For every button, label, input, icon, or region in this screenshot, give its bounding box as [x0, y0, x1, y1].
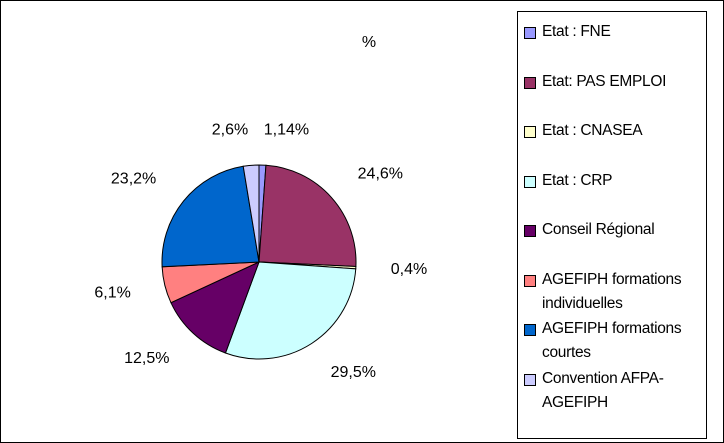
legend-entry: Etat : CNASEA [524, 119, 702, 169]
legend-label: AGEFIPH formations individuelles [542, 270, 682, 312]
legend: Etat : FNE Etat: PAS EMPLOI Etat : CNASEA E… [517, 11, 707, 439]
legend-label: Etat : FNE [542, 23, 611, 40]
legend-swatch [524, 27, 536, 39]
legend-swatch [524, 175, 536, 188]
data-label: 6,1% [94, 285, 130, 302]
data-label: 2,6% [212, 122, 248, 139]
legend-swatch [524, 324, 536, 336]
legend-entry: Etat : FNE [524, 20, 702, 70]
legend-label: Etat : CNASEA [542, 122, 643, 139]
pie-slice [224, 261, 357, 360]
legend-swatch [524, 76, 536, 89]
pie-slice [170, 261, 260, 354]
legend-swatch [524, 126, 536, 138]
data-label: 1,14% [264, 121, 309, 138]
data-label: 0,4% [391, 261, 427, 278]
legend-entry: Convention AFPA-AGEFIPH [524, 367, 702, 417]
data-label: 29,5% [331, 364, 376, 381]
legend-label: Etat: PAS EMPLOI [542, 72, 667, 90]
pie-slice [258, 164, 357, 267]
legend-entry: Etat : CRP [524, 169, 702, 219]
legend-swatch [524, 274, 536, 287]
legend-label: Conseil Régional [542, 221, 655, 238]
data-label: 12,5% [124, 350, 169, 367]
legend-label: Convention AFPA-AGEFIPH [542, 369, 664, 411]
data-label: 24,6% [358, 166, 403, 183]
legend-swatch [524, 373, 536, 386]
pie-slice [161, 165, 260, 268]
legend-label: AGEFIPH formations courtes [542, 320, 682, 361]
legend-entry: AGEFIPH formations individuelles [524, 268, 702, 318]
legend-label: Etat : CRP [542, 171, 613, 189]
pie-slice [242, 164, 260, 263]
legend-entry: Etat: PAS EMPLOI [524, 70, 702, 120]
data-label: 23,2% [111, 170, 156, 187]
chart-title: % [362, 34, 376, 51]
legend-entry: AGEFIPH formations courtes [524, 317, 702, 367]
legend-entry: Conseil Régional [524, 218, 702, 268]
legend-swatch [524, 225, 536, 237]
